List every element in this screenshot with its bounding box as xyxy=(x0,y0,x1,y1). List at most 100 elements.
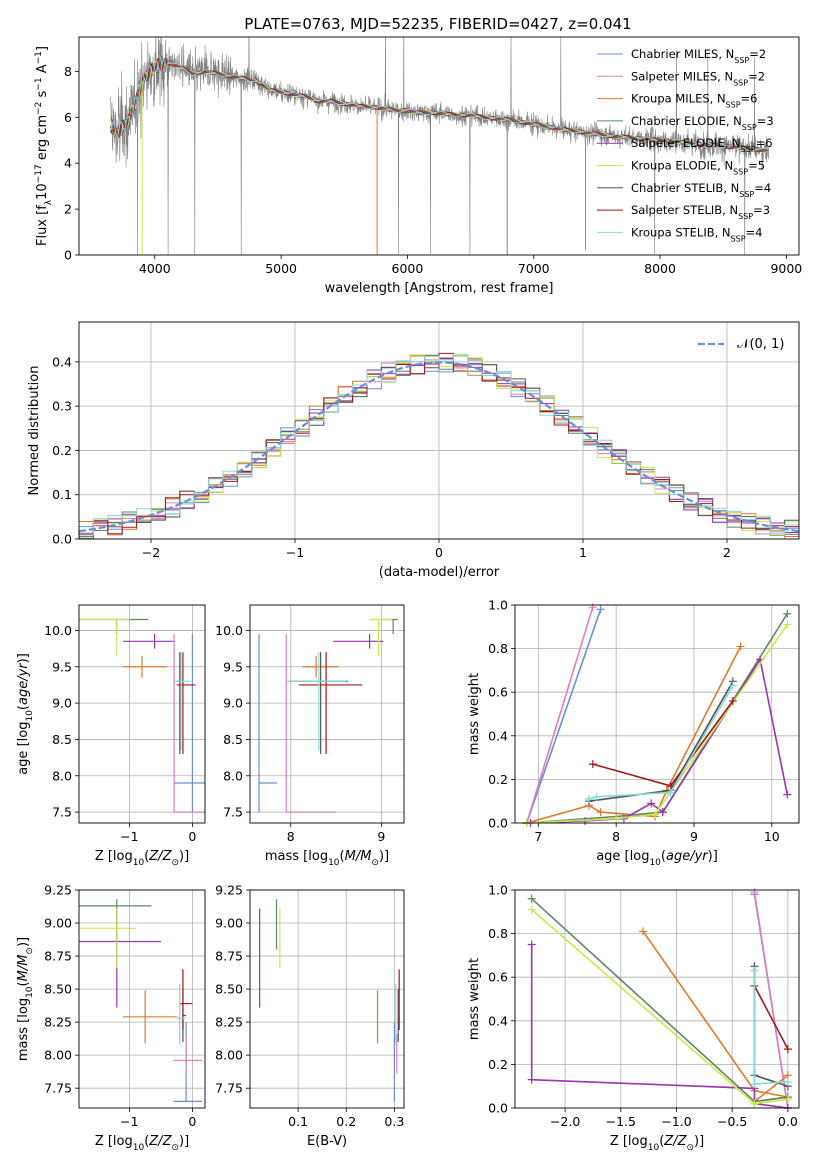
y-tick-label: 0.8 xyxy=(488,926,508,941)
legend-entry: Chabrier ELODIE, NSSP=3 xyxy=(631,114,774,131)
label-part: ⊙ xyxy=(171,858,179,868)
chart-age-vs-mass: 8 9 7.5 8.0 8.5 9.0 9.5 10.0 mass [log10(M/M⊙)] xyxy=(215,604,405,868)
label-part: 10 xyxy=(648,1143,660,1153)
x-tick-label: 8 xyxy=(612,829,620,844)
y-tick-label: 0.3 xyxy=(52,399,72,414)
legend-sub: SSP xyxy=(741,145,756,154)
weight-marker xyxy=(750,1099,759,1108)
x-tick-label: 0 xyxy=(435,545,443,560)
y-tick-label: 0.0 xyxy=(52,532,72,547)
label-part: )] xyxy=(179,849,189,864)
label-part: Z [log xyxy=(610,1134,648,1149)
x-tick-label: −1 xyxy=(286,545,304,560)
weight-line xyxy=(588,685,734,800)
label-part: Flux [f xyxy=(35,205,50,246)
legend-main: Salpeter MILES, N xyxy=(631,69,733,83)
y-tick-label: 0.8 xyxy=(488,641,508,656)
x-tick-label: −2 xyxy=(142,545,160,560)
y-tick-label: 8.5 xyxy=(223,732,243,747)
x-axis-label: (data-model)/error xyxy=(379,565,500,580)
y-tick-label: 8.0 xyxy=(223,768,243,783)
y-tick-label: 1.0 xyxy=(488,598,508,613)
label-part: s xyxy=(35,90,50,101)
y-tick-label: 0.2 xyxy=(488,772,508,787)
weight-marker xyxy=(527,905,536,914)
y-tick-label: 0.0 xyxy=(488,1101,508,1116)
weight-marker xyxy=(612,814,621,823)
y-axis-label: Normed distribution xyxy=(27,366,42,496)
x-tick-label: 4000 xyxy=(139,261,171,276)
x-tick-label: −1.5 xyxy=(606,1114,636,1129)
label-part: ⊙ xyxy=(171,1143,179,1153)
y-tick-label: 8.50 xyxy=(215,982,243,997)
x-tick-label: 8000 xyxy=(644,261,676,276)
y-tick-label: 8.25 xyxy=(215,1015,243,1030)
legend-main: Chabrier STELIB, N xyxy=(631,181,739,195)
legend-sub: SSP xyxy=(742,122,757,131)
weight-line xyxy=(525,609,602,823)
x-tick-label: 0.1 xyxy=(288,1114,308,1129)
spectrum-data-line xyxy=(110,37,769,255)
weight-marker xyxy=(750,966,759,975)
x-tick-label: 0.0 xyxy=(778,1114,798,1129)
y-tick-label: 7.5 xyxy=(52,805,72,820)
y-tick-label: 0.4 xyxy=(52,354,72,369)
label-part: )] xyxy=(708,849,718,864)
x-axis-label: wavelength [Angstrom, rest frame] xyxy=(325,281,554,296)
weight-marker xyxy=(783,609,792,618)
axes-frame xyxy=(514,889,800,1109)
chart-spectrum: 4000 5000 6000 7000 8000 9000 0 2 4 6 8 wavelength … xyxy=(34,36,802,296)
legend-tail: =2 xyxy=(749,47,766,61)
weight-marker xyxy=(527,1075,536,1084)
y-tick-label: 0.6 xyxy=(488,970,508,985)
histogram-step xyxy=(79,353,799,536)
y-tick-label: 0.0 xyxy=(488,816,508,831)
x-axis-label: age [log10(age/yr)] xyxy=(596,849,718,868)
y-tick-label: 8.00 xyxy=(44,1048,72,1063)
x-tick-label: −0.5 xyxy=(717,1114,747,1129)
x-tick-label: 9000 xyxy=(770,261,802,276)
weight-line xyxy=(531,908,789,1105)
label-part: ⊙ xyxy=(686,1143,694,1153)
label-part: 10 xyxy=(649,858,661,868)
label-part: M/M xyxy=(16,955,31,982)
weight-marker xyxy=(527,940,536,949)
label-part: Z/Z xyxy=(663,1134,687,1149)
weight-marker xyxy=(588,603,597,612)
axes-frame xyxy=(249,889,405,1109)
weight-marker xyxy=(639,927,648,936)
legend-tail: =6 xyxy=(756,136,773,150)
weight-marker xyxy=(783,1045,792,1054)
label-part: 10 xyxy=(328,858,340,868)
legend-main: Kroupa STELIB, N xyxy=(631,225,731,239)
x-axis-label: Z [log10(Z/Z⊙)] xyxy=(95,849,189,868)
weight-marker xyxy=(527,894,536,903)
label-part: ] xyxy=(35,46,50,51)
axes-frame xyxy=(78,604,206,824)
label-part: age [log xyxy=(596,849,649,864)
x-tick-label: 8 xyxy=(287,829,295,844)
label-part: age/yr xyxy=(16,662,31,705)
x-tick-label: −2.0 xyxy=(550,1114,580,1129)
legend-tail: =3 xyxy=(753,203,770,217)
weight-marker xyxy=(783,1077,792,1086)
label-part: ( xyxy=(661,849,666,864)
label-part: M/M xyxy=(345,849,372,864)
x-tick-label: −1.0 xyxy=(661,1114,691,1129)
legend-tail: =5 xyxy=(748,159,765,173)
x-tick-label: 0.3 xyxy=(384,1114,404,1129)
label-part: Z/Z xyxy=(148,1134,172,1149)
y-tick-label: 8.75 xyxy=(215,949,243,964)
y-tick-label: 0.4 xyxy=(488,1013,508,1028)
model-line xyxy=(110,58,769,152)
y-tick-label: 6 xyxy=(64,110,72,125)
legend-sub: SSP xyxy=(734,56,749,65)
x-tick-label: 0 xyxy=(188,1114,196,1129)
x-tick-label: 7000 xyxy=(518,261,550,276)
legend-tail: =3 xyxy=(757,114,774,128)
label-part: −1 xyxy=(34,51,44,64)
chart-residuals: −2 −1 0 1 2 0.0 0.1 0.2 0.3 0.4 (data-model)/error… xyxy=(27,321,800,580)
legend-sub: SSP xyxy=(726,100,741,109)
